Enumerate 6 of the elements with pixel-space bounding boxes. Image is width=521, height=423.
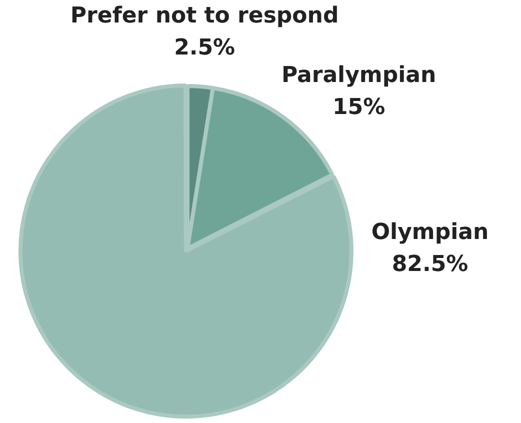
data-label: 2.5% bbox=[174, 35, 236, 60]
data-label: 82.5% bbox=[392, 252, 468, 278]
data-label: 15% bbox=[332, 95, 386, 120]
slice-label: Olympian bbox=[371, 220, 489, 246]
slice-label: Prefer not to respond bbox=[70, 3, 339, 28]
slice-label: Paralympian bbox=[281, 63, 436, 88]
